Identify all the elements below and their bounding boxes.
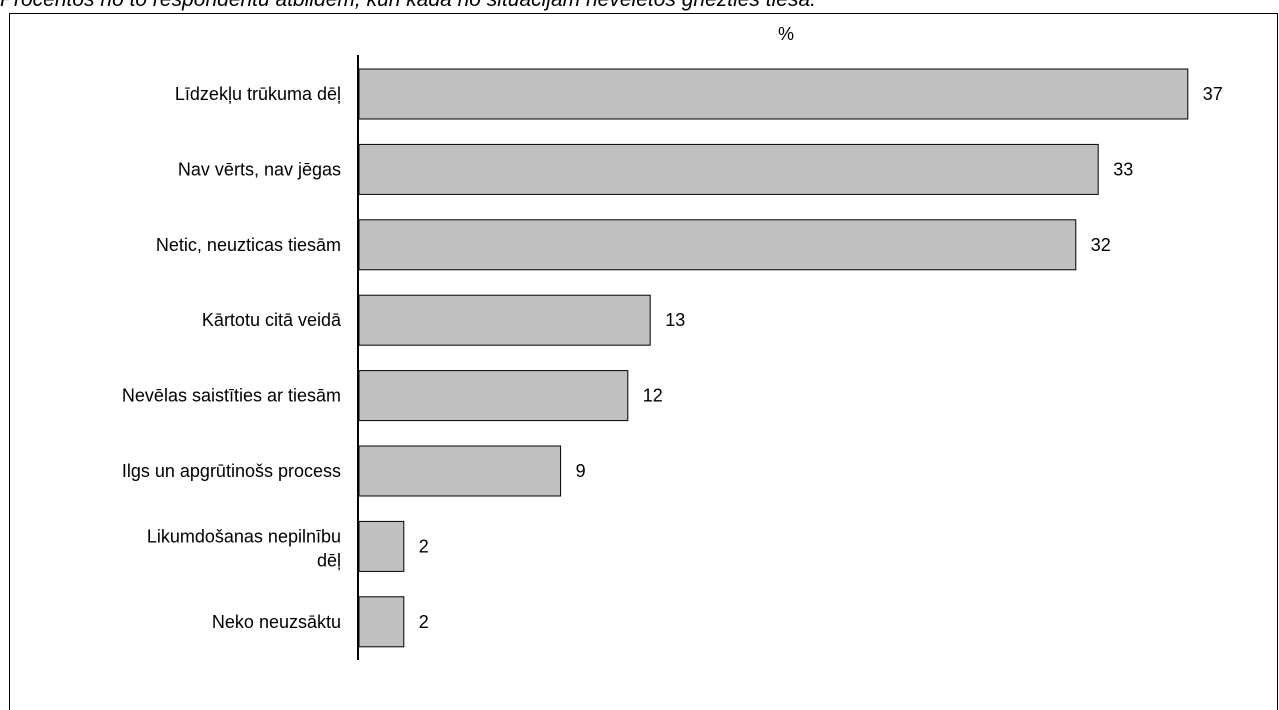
chart-title: Procentos no to respondentu atbildēm, ku… xyxy=(0,0,1279,13)
bar-7 xyxy=(358,520,405,572)
bar-4 xyxy=(358,294,651,346)
value-label-4: 13 xyxy=(665,310,685,330)
value-label-5: 12 xyxy=(643,386,663,406)
bar-8 xyxy=(358,596,405,648)
category-label-6: Ilgs un apgrūtinošs process xyxy=(122,461,341,481)
bars-group xyxy=(358,68,1189,648)
bar-3 xyxy=(358,219,1077,271)
value-label-2: 33 xyxy=(1113,159,1133,179)
category-label-4: Kārtotu citā veidā xyxy=(202,310,342,330)
value-label-3: 32 xyxy=(1091,235,1111,255)
category-label-1: Līdzekļu trūkuma dēļ xyxy=(175,84,341,104)
value-label-1: 37 xyxy=(1203,84,1223,104)
value-label-8: 2 xyxy=(419,612,429,632)
value-label-6: 9 xyxy=(576,461,586,481)
value-labels-group: 37 33 32 13 12 9 2 2 xyxy=(419,84,1223,632)
bar-6 xyxy=(358,445,562,497)
category-labels-group: Līdzekļu trūkuma dēļ Nav vērts, nav jēgas… xyxy=(122,84,342,632)
unit-label: % xyxy=(778,24,794,44)
bar-5 xyxy=(358,370,629,422)
bar-2 xyxy=(358,143,1099,195)
category-label-2: Nav vērts, nav jēgas xyxy=(178,159,341,179)
category-label-5: Nevēlas saistīties ar tiesām xyxy=(122,386,341,406)
bar-1 xyxy=(358,68,1189,120)
category-label-8: Neko neuzsāktu xyxy=(212,612,341,632)
value-label-7: 2 xyxy=(419,536,429,556)
category-label-3: Netic, neuzticas tiesām xyxy=(156,235,341,255)
chart-frame xyxy=(9,13,1278,710)
category-label-7: Likumdošanas nepilnību dēļ xyxy=(147,526,341,570)
